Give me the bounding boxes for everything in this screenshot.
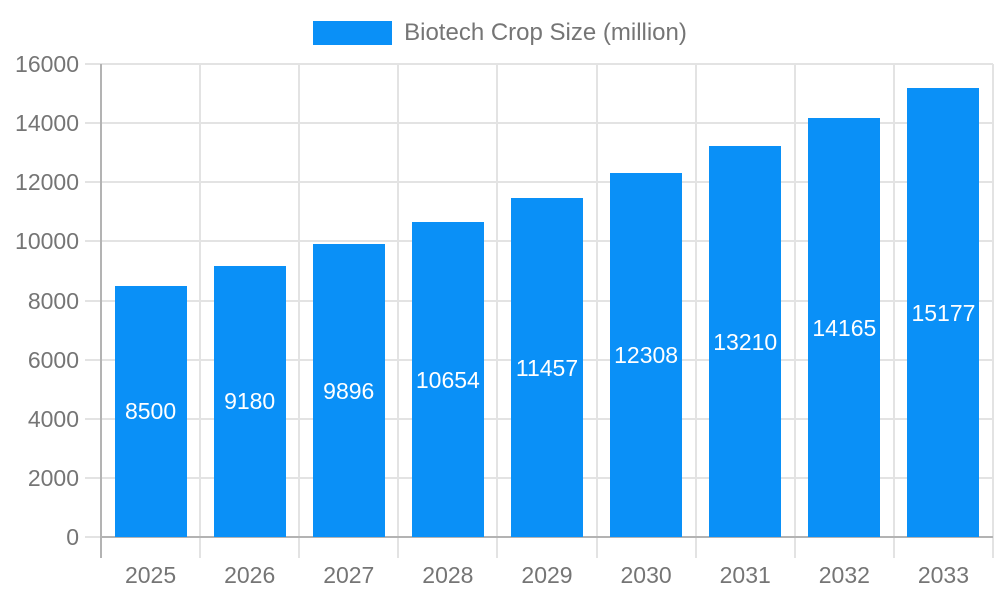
bar[interactable] xyxy=(114,285,187,537)
bar[interactable] xyxy=(511,198,583,537)
bar-value-label: 14165 xyxy=(812,314,877,341)
bar-value-label: 15177 xyxy=(911,299,976,326)
bar[interactable] xyxy=(610,173,683,537)
bar[interactable] xyxy=(312,244,385,537)
x-tick-label: 2032 xyxy=(818,562,870,588)
y-tick-label: 8000 xyxy=(27,287,79,314)
y-tick-label: 10000 xyxy=(15,228,79,255)
x-axis-baseline xyxy=(101,536,993,538)
category-gridline xyxy=(793,64,796,558)
y-tick-label: 0 xyxy=(66,524,79,550)
bar-value-label: 10654 xyxy=(415,366,480,393)
y-tick-label: 12000 xyxy=(15,169,79,196)
gridline xyxy=(85,122,993,125)
bar[interactable] xyxy=(808,118,881,537)
category-gridline xyxy=(595,64,598,558)
x-tick-label: 2031 xyxy=(719,562,771,588)
bar-value-label: 9180 xyxy=(224,388,276,415)
y-tick-label: 16000 xyxy=(15,51,79,77)
plot-area: 0 2000 4000 6000 8000 10000 12000 14000 16000 850… xyxy=(15,51,994,588)
x-tick-label: 2028 xyxy=(422,562,474,588)
x-tick-label: 2027 xyxy=(323,562,375,588)
category-gridline xyxy=(694,64,697,558)
bar-value-label: 9896 xyxy=(323,377,375,404)
bar-value-label: 11457 xyxy=(515,354,579,381)
bar[interactable] xyxy=(709,146,782,537)
y-tick-label: 6000 xyxy=(27,346,79,373)
category-gridline xyxy=(992,64,994,558)
category-gridline xyxy=(892,64,895,558)
legend: Biotech Crop Size (million) xyxy=(0,21,1000,45)
bar-value-label: 13210 xyxy=(713,328,778,355)
bar-value-label: 8500 xyxy=(124,398,177,425)
category-gridline xyxy=(496,64,499,558)
x-tick-label: 2026 xyxy=(224,562,276,588)
legend-label: Biotech Crop Size (million) xyxy=(404,19,687,46)
y-tick-label: 2000 xyxy=(27,464,79,491)
bar[interactable] xyxy=(213,265,286,537)
legend-swatch xyxy=(313,21,393,45)
category-gridline xyxy=(397,64,400,558)
x-tick-label: 2025 xyxy=(124,562,177,588)
bar-value-label: 12308 xyxy=(614,342,679,369)
bar[interactable] xyxy=(411,222,484,537)
gridline xyxy=(85,181,993,184)
y-axis-line xyxy=(100,64,102,558)
gridline xyxy=(85,63,993,65)
y-tick-label: 14000 xyxy=(15,110,79,137)
category-gridline xyxy=(298,64,301,558)
x-tick-label: 2033 xyxy=(917,562,970,588)
y-tick-label: 4000 xyxy=(27,405,79,432)
bar[interactable] xyxy=(907,88,980,537)
x-tick-label: 2029 xyxy=(521,562,573,588)
category-gridline xyxy=(199,64,202,558)
x-tick-label: 2030 xyxy=(620,562,672,588)
